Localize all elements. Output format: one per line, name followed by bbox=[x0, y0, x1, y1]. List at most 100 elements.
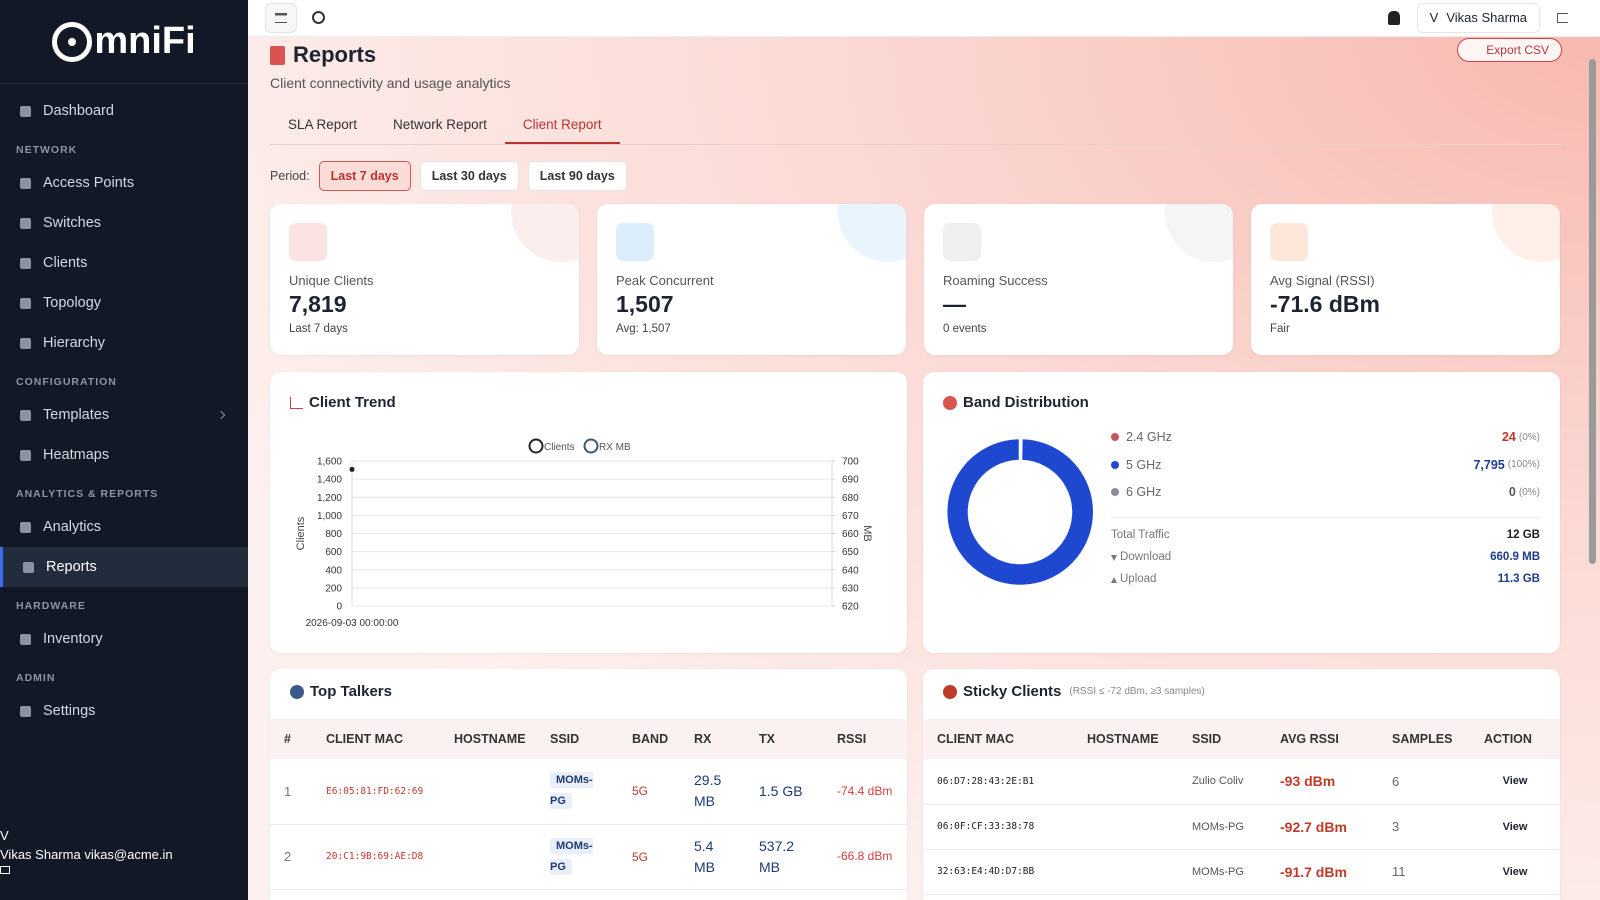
nav-icon bbox=[20, 705, 31, 717]
divider bbox=[1111, 517, 1540, 518]
nav-section: HARDWARE bbox=[16, 600, 86, 612]
cell-ssid: MOMs-PG bbox=[1178, 849, 1266, 895]
search-button[interactable] bbox=[304, 3, 336, 33]
card-title: Client Trend bbox=[290, 394, 396, 411]
band-card: Band Distribution 2.4 GHz 24 (0%) 5 GHz 7,795… bbox=[923, 372, 1560, 653]
band-percent: (0%) bbox=[1518, 486, 1540, 498]
nav-icon bbox=[20, 521, 31, 533]
kpi-sub: Last 7 days bbox=[289, 323, 348, 335]
logout[interactable] bbox=[1557, 13, 1568, 23]
band-dot bbox=[1111, 488, 1119, 496]
band-row: 2.4 GHz 24 (0%) bbox=[1111, 430, 1540, 444]
y2-tick-label: 640 bbox=[842, 565, 859, 576]
nav-item[interactable]: Reports bbox=[0, 547, 248, 587]
kpi-card: Avg Signal (RSSI) -71.6 dBm Fair bbox=[1251, 204, 1560, 355]
cell-hostname bbox=[440, 824, 536, 890]
bell[interactable] bbox=[1388, 11, 1400, 25]
nav-item[interactable]: Dashboard bbox=[0, 91, 248, 131]
column-header: RX bbox=[680, 719, 745, 759]
donut-slice bbox=[944, 436, 1096, 588]
nav-item[interactable]: Inventory bbox=[0, 619, 248, 659]
table: CLIENT MAC HOSTNAME SSID AVG RSSI SAMPLES ACT… bbox=[923, 719, 1560, 895]
tab[interactable]: Client Report bbox=[504, 107, 620, 144]
cell-action[interactable]: View bbox=[1470, 804, 1560, 850]
chart-icon bbox=[290, 396, 303, 409]
scrollbar bbox=[1589, 59, 1596, 564]
legend-label: Clients bbox=[544, 442, 575, 453]
band-row: 5 GHz 7,795 (100%) bbox=[1111, 458, 1540, 472]
nav-label: Reports bbox=[46, 559, 97, 575]
y2-axis-label: MB bbox=[861, 525, 873, 542]
traffic-value: 12 GB bbox=[1506, 529, 1540, 541]
cell-ssid: MOMs-PG bbox=[536, 759, 618, 825]
cell-action[interactable]: View bbox=[1470, 849, 1560, 895]
tab[interactable]: SLA Report bbox=[288, 117, 358, 132]
nav-label: Settings bbox=[43, 703, 96, 719]
tab[interactable]: Network Report bbox=[393, 117, 487, 132]
band-count: 24 bbox=[1501, 430, 1516, 444]
card-title: Sticky Clients (RSSI ≤ -72 dBm, ≥3 sample… bbox=[943, 683, 1205, 700]
nav-item[interactable]: Settings bbox=[0, 691, 248, 731]
user-initial: V bbox=[1429, 10, 1439, 25]
cell-action[interactable]: View bbox=[1470, 759, 1560, 805]
period-option[interactable]: Last 7 days bbox=[318, 161, 411, 191]
nav-section: ANALYTICS & REPORTS bbox=[16, 488, 159, 500]
arrow bbox=[1111, 577, 1117, 583]
cell-samples: 11 bbox=[1378, 849, 1470, 895]
period-option[interactable]: Last 30 days bbox=[419, 161, 519, 191]
nav-item[interactable]: Heatmaps bbox=[0, 435, 248, 475]
period-option[interactable]: Last 90 days bbox=[527, 161, 627, 191]
column-header: AVG RSSI bbox=[1266, 719, 1378, 759]
trend-chart: 0 200 400 600 800 1,000 1,200 1,400 1,600 620 630 6… bbox=[295, 438, 873, 629]
nav-item[interactable]: Hierarchy bbox=[0, 323, 248, 363]
nav-item[interactable]: Topology bbox=[0, 283, 248, 323]
ssid-badge: MOMs-PG bbox=[550, 837, 593, 875]
y-axis-label: Clients bbox=[295, 516, 307, 550]
kpi-label: Roaming Success bbox=[943, 273, 1048, 288]
cell-rssi: -66.8 dBm bbox=[823, 824, 907, 890]
row: 06:D7:28:43:2E:B1 Zulio Coliv -93 dBm 6 View bbox=[923, 759, 1560, 805]
user-name: Vikas Sharma bbox=[0, 847, 81, 862]
y-tick-label: 1,600 bbox=[317, 457, 342, 468]
traffic-value: 11.3 GB bbox=[1497, 573, 1540, 585]
cell-rssi: -92.7 dBm bbox=[1266, 804, 1378, 850]
kpi-card: Roaming Success — 0 events bbox=[924, 204, 1233, 355]
main: Reports Client connectivity and usage ana… bbox=[248, 37, 1600, 900]
kpi-decoration bbox=[511, 204, 579, 262]
nav-label: Analytics bbox=[43, 519, 102, 535]
cell-ssid: Zulio Coliv bbox=[1178, 759, 1266, 805]
tabs: SLA Report Network Report Client Report bbox=[270, 107, 1562, 145]
user-name: Vikas Sharma bbox=[1446, 10, 1527, 25]
nav-item[interactable]: Analytics bbox=[0, 507, 248, 547]
nav-item[interactable]: Clients bbox=[0, 243, 248, 283]
column-header: TX bbox=[745, 719, 823, 759]
cell-ssid: MOMs-PG bbox=[1178, 804, 1266, 850]
column-header: SSID bbox=[1178, 719, 1266, 759]
nav-item[interactable]: Templates bbox=[0, 395, 248, 435]
nav-item[interactable]: Switches bbox=[0, 203, 248, 243]
row: 1 E6:05:81:FD:62:69 MOMs-PG 5G 29.5 MB 1.5 GB… bbox=[270, 759, 907, 825]
nav-item[interactable]: Access Points bbox=[0, 163, 248, 203]
traffic-row: Download 660.9 MB bbox=[1111, 551, 1540, 563]
cell-num: 2 bbox=[270, 824, 312, 890]
cell-band: 5G bbox=[618, 824, 680, 890]
title: Band Distribution bbox=[963, 394, 1089, 411]
title: Top Talkers bbox=[310, 683, 392, 700]
cell-rx: 29.5 MB bbox=[680, 759, 745, 825]
menu-button[interactable] bbox=[265, 3, 297, 33]
nav-label: Dashboard bbox=[43, 103, 114, 119]
row: 06:0F:CF:33:38:78 MOMs-PG -92.7 dBm 3 View bbox=[923, 804, 1560, 850]
header-row: # CLIENT MAC HOSTNAME SSID BAND RX TX RSSI bbox=[270, 719, 907, 759]
title: Client Trend bbox=[309, 394, 396, 411]
cell-hostname bbox=[1073, 759, 1178, 805]
export-button[interactable]: Export CSV bbox=[1457, 38, 1562, 62]
cell-hostname bbox=[1073, 849, 1178, 895]
cell-rssi: -74.4 dBm bbox=[823, 759, 907, 825]
user-chip[interactable]: V Vikas Sharma bbox=[1416, 3, 1540, 33]
cell-tx: 537.2 MB bbox=[745, 824, 823, 890]
nav-label: Access Points bbox=[43, 175, 135, 191]
logout-icon bbox=[0, 866, 10, 874]
band-percent: (0%) bbox=[1518, 431, 1540, 443]
y2-tick-label: 680 bbox=[842, 493, 859, 504]
